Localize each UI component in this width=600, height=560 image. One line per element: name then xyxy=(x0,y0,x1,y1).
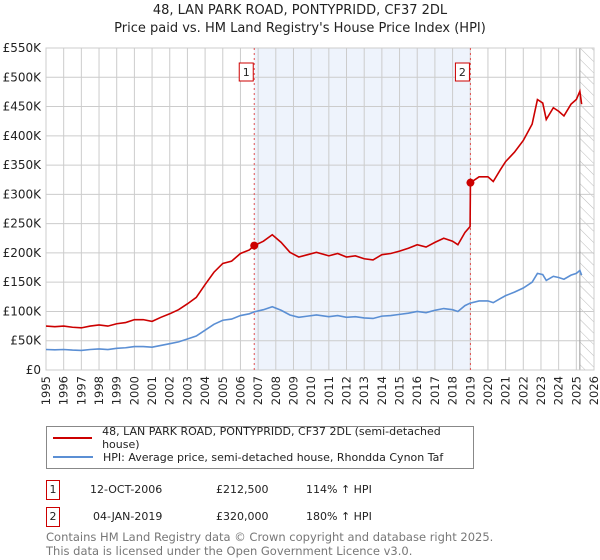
x-tick-label: 2025 xyxy=(569,376,583,405)
footer-copyright: Contains HM Land Registry data © Crown c… xyxy=(46,530,494,544)
hatched-region xyxy=(579,48,594,370)
x-tick-label: 2003 xyxy=(180,376,194,405)
x-tick-label: 2014 xyxy=(375,376,389,405)
y-tick-label: £400K xyxy=(3,129,43,143)
x-tick-label: 1998 xyxy=(92,376,106,405)
x-tick-label: 2001 xyxy=(145,376,159,405)
x-tick-label: 2005 xyxy=(216,376,230,405)
x-tick-label: 2015 xyxy=(393,376,407,405)
sale-price: £212,500 xyxy=(216,483,269,496)
x-tick-label: 2024 xyxy=(552,376,566,405)
x-tick-label: 2010 xyxy=(304,376,318,405)
y-tick-label: £50K xyxy=(10,334,42,348)
y-tick-label: £100K xyxy=(3,304,43,318)
y-tick-label: £550K xyxy=(3,41,43,55)
x-tick-label: 2021 xyxy=(499,376,513,405)
sale-row-1: 1 12-OCT-2006 £212,500 114% ↑ HPI xyxy=(46,480,466,500)
legend-item-property: 48, LAN PARK ROAD, PONTYPRIDD, CF37 2DL … xyxy=(53,425,473,451)
sale-2-label: 2 xyxy=(459,66,466,79)
ownership-period-shading xyxy=(254,48,471,370)
sale-marker-label: 2 xyxy=(46,507,60,527)
x-tick-label: 2018 xyxy=(446,376,460,405)
x-tick-label: 1996 xyxy=(57,376,71,405)
legend-item-hpi: HPI: Average price, semi-detached house,… xyxy=(53,448,443,466)
chart-subtitle: Price paid vs. HM Land Registry's House … xyxy=(114,21,486,36)
y-tick-label: £450K xyxy=(3,100,43,114)
sale-marker-label: 1 xyxy=(46,480,60,500)
x-tick-label: 2019 xyxy=(463,376,477,405)
x-tick-label: 2000 xyxy=(127,376,141,405)
y-tick-label: £150K xyxy=(3,275,43,289)
plot-area: 1995 1996 1997 1998 1999 2000 2001 2002 2003 2004… xyxy=(3,41,600,405)
sale-1-box xyxy=(238,62,254,82)
x-tick-label: 2004 xyxy=(198,376,212,405)
x-tick-label: 1997 xyxy=(74,376,88,405)
sale-1-label: 1 xyxy=(243,66,250,79)
legend-label: HPI: Average price, semi-detached house,… xyxy=(103,450,444,464)
y-tick-label: £350K xyxy=(3,158,43,172)
x-tick-label: 2011 xyxy=(322,376,336,405)
x-tick-label: 2006 xyxy=(233,376,247,405)
x-tick-label: 2002 xyxy=(163,376,177,405)
y-tick-label: £200K xyxy=(3,246,43,260)
sale-date: 12-OCT-2006 xyxy=(90,483,163,496)
x-tick-label: 2007 xyxy=(251,376,265,405)
x-tick-label: 1995 xyxy=(39,376,53,405)
y-tick-label: £250K xyxy=(3,217,43,231)
hpi-line xyxy=(45,269,583,352)
sale-price: £320,000 xyxy=(216,510,269,523)
sale-2-box xyxy=(454,62,470,82)
sale-1-point xyxy=(250,241,259,250)
x-tick-label: 2012 xyxy=(340,376,354,405)
x-tick-label: 2013 xyxy=(357,376,371,405)
x-tick-label: 1999 xyxy=(110,376,124,405)
footer-licence: This data is licensed under the Open Gov… xyxy=(46,544,413,558)
legend-swatch-red xyxy=(53,437,93,439)
sale-hpi: 180% ↑ HPI xyxy=(306,510,372,523)
chart-title: 48, LAN PARK ROAD, PONTYPRIDD, CF37 2DL xyxy=(152,3,448,18)
legend-swatch-blue xyxy=(53,456,93,458)
y-tick-label: £500K xyxy=(3,70,43,84)
x-tick-label: 2026 xyxy=(587,376,600,405)
x-tick-label: 2017 xyxy=(428,376,442,405)
x-tick-label: 2023 xyxy=(534,376,548,405)
sale-2-point xyxy=(466,178,475,187)
x-tick-label: 2022 xyxy=(516,376,530,405)
property-price-line xyxy=(45,88,583,329)
x-tick-label: 2009 xyxy=(286,376,300,405)
sale-hpi: 114% ↑ HPI xyxy=(306,483,372,496)
sale-row-2: 2 04-JAN-2019 £320,000 180% ↑ HPI xyxy=(46,507,466,527)
sale-date: 04-JAN-2019 xyxy=(93,510,163,523)
x-tick-label: 2008 xyxy=(269,376,283,405)
y-tick-label: £0 xyxy=(26,363,41,377)
y-tick-label: £300K xyxy=(3,187,43,201)
legend: 48, LAN PARK ROAD, PONTYPRIDD, CF37 2DL … xyxy=(46,425,474,469)
x-tick-label: 2016 xyxy=(410,376,424,405)
x-tick-label: 2020 xyxy=(481,376,495,405)
legend-label: 48, LAN PARK ROAD, PONTYPRIDD, CF37 2DL … xyxy=(102,425,441,451)
plot-border xyxy=(45,47,595,371)
